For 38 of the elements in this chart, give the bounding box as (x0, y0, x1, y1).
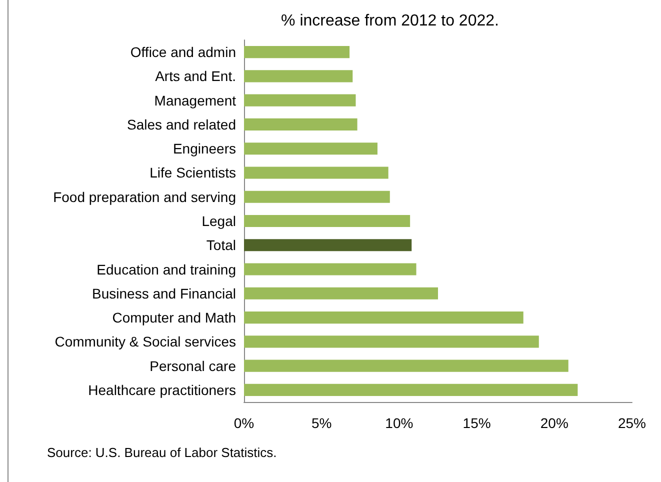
x-tick-label: 25% (618, 415, 646, 431)
y-tick-label: Business and Financial (92, 285, 236, 302)
y-tick-label: Management (154, 92, 236, 108)
y-tick-label: Sales and related (127, 116, 236, 132)
bar (244, 384, 578, 396)
bar (244, 287, 438, 300)
bar (244, 312, 524, 324)
x-tick-label: 10% (385, 415, 414, 431)
bar (244, 142, 378, 155)
x-tick-label: 5% (311, 415, 332, 431)
y-tick-label: Community & Social services (54, 334, 236, 350)
y-tick-label: Education and training (96, 261, 236, 278)
y-tick-label: Arts and Ent. (155, 68, 236, 84)
bar (244, 336, 539, 348)
source-note: Source: U.S. Bureau of Labor Statistics. (47, 445, 277, 460)
x-tick-label: 20% (540, 415, 568, 431)
x-tick-label: 15% (462, 415, 491, 431)
y-tick-label: Healthcare practitioners (88, 382, 236, 398)
bar (244, 70, 353, 82)
y-tick-label: Life Scientists (150, 164, 236, 181)
y-tick-label: Computer and Math (112, 310, 236, 326)
bar (244, 190, 390, 203)
bar (244, 360, 568, 372)
bar (244, 46, 350, 58)
y-tick-label: Office and admin (130, 44, 236, 60)
bar (244, 263, 416, 276)
y-tick-label: Personal care (150, 358, 236, 374)
bar (244, 94, 356, 106)
bar (244, 239, 412, 252)
chart-title: % increase from 2012 to 2022. (281, 12, 499, 30)
x-tick-label: 0% (234, 415, 254, 431)
bar (244, 118, 358, 130)
y-tick-label: Total (206, 237, 236, 254)
bar (244, 214, 410, 228)
bar (244, 166, 388, 179)
y-tick-label: Food preparation and serving (53, 188, 236, 205)
y-tick-label: Engineers (172, 140, 236, 157)
y-tick-label: Legal (202, 213, 236, 229)
